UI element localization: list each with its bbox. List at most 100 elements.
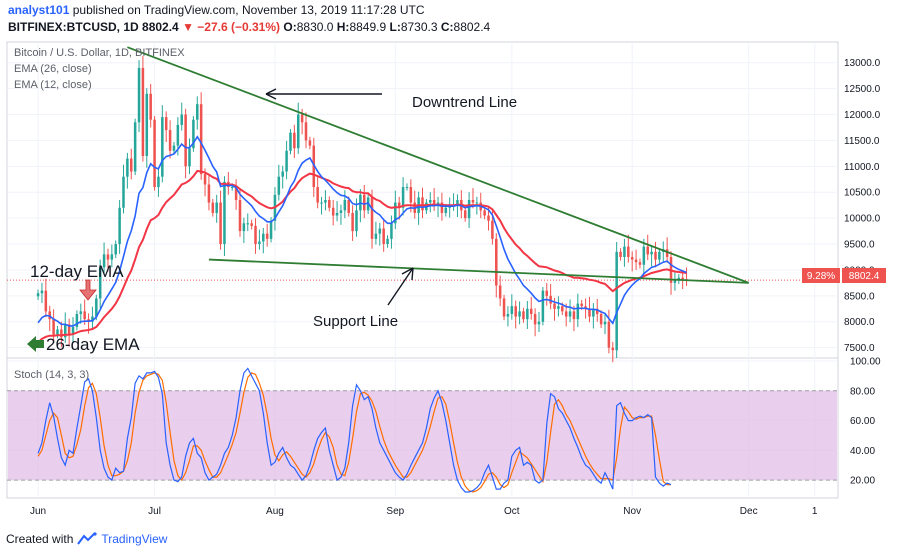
stoch-k-line <box>37 367 672 493</box>
candle-body <box>56 329 59 335</box>
candle-body <box>242 223 246 232</box>
candle-body <box>192 119 195 149</box>
candle <box>638 258 642 269</box>
price-axis[interactable]: 7500.08000.08500.09000.09500.010000.0105… <box>844 58 881 354</box>
high-value: 8849.9 <box>349 20 387 34</box>
close-label: C: <box>440 20 454 34</box>
candle-body <box>98 267 102 299</box>
candle <box>514 300 517 329</box>
candle <box>432 188 436 211</box>
candle-body <box>498 285 502 299</box>
publish-header: analyst101 published on TradingView.com,… <box>8 3 425 17</box>
candle <box>615 241 618 358</box>
stoch-tick-label: 100.00 <box>850 356 881 367</box>
candle <box>211 198 215 217</box>
candle-body <box>429 200 432 203</box>
candle <box>281 165 284 189</box>
candle <box>557 296 560 317</box>
candle-body <box>149 93 152 120</box>
time-tick-label: Dec <box>740 506 758 517</box>
candle <box>161 105 164 183</box>
ema12-line <box>37 135 687 327</box>
candle <box>331 200 335 226</box>
candle <box>324 190 327 211</box>
candle-body <box>207 184 211 203</box>
main-pane <box>6 41 839 359</box>
price-tick-label: 11500.0 <box>844 136 880 147</box>
price-tick-label: 11000.0 <box>844 162 880 173</box>
candle-body <box>409 187 413 203</box>
downtrend-line[interactable] <box>127 46 750 284</box>
candle <box>592 303 595 329</box>
legend-ema26: EMA (26, close) <box>14 63 92 75</box>
candle <box>277 164 281 201</box>
candle <box>370 189 374 249</box>
time-axis[interactable]: Jun Jul Aug Sep Oct Nov Dec 1 <box>30 506 818 517</box>
tradingview-brand[interactable]: TradingView <box>101 532 168 546</box>
down-arrow-icon <box>79 279 97 301</box>
last-price: 8802.4 <box>142 20 179 34</box>
candle <box>386 235 389 248</box>
candle-body <box>52 319 55 335</box>
time-tick-label: Aug <box>266 506 284 517</box>
candle-body <box>83 311 86 320</box>
candle-body <box>502 298 506 317</box>
candle-body <box>518 311 521 317</box>
candle <box>421 187 424 219</box>
candle-body <box>382 228 385 245</box>
candle <box>207 174 211 211</box>
candle <box>611 341 615 363</box>
candle-body <box>355 210 358 232</box>
candle-body <box>172 145 176 151</box>
candle <box>265 223 269 247</box>
candle-body <box>199 104 203 175</box>
candle-body <box>580 303 583 307</box>
candle-body <box>487 215 490 221</box>
candle <box>382 218 385 252</box>
candle-body <box>141 67 145 156</box>
legend-stoch: Stoch (14, 3, 3) <box>14 369 89 381</box>
candle <box>149 83 152 128</box>
candle <box>157 168 160 197</box>
candle-body <box>405 187 409 189</box>
candle-body <box>615 251 618 351</box>
candle-body <box>467 200 471 219</box>
candle-body <box>592 308 595 317</box>
candle <box>537 311 541 333</box>
candle <box>526 301 529 329</box>
candle-body <box>541 290 545 322</box>
candle-body <box>219 202 222 245</box>
time-tick-label: Jul <box>148 506 161 517</box>
candle <box>429 192 432 213</box>
candle <box>129 148 133 180</box>
candle-body <box>153 119 156 188</box>
candle <box>254 218 257 254</box>
candle <box>401 177 405 216</box>
ema26-line <box>37 169 687 344</box>
tradingview-logo-icon <box>77 532 97 545</box>
candle <box>599 310 603 328</box>
candle-body <box>95 298 98 317</box>
arrow-up-icon <box>401 267 414 281</box>
candle-body <box>506 313 510 317</box>
candle <box>262 227 265 254</box>
candle-body <box>258 241 261 245</box>
candle <box>164 111 168 142</box>
price-tick-label: 10000.0 <box>844 214 881 225</box>
percent-tag-text: 9.28% <box>807 271 835 282</box>
candle-body <box>397 202 401 208</box>
candle <box>533 308 537 337</box>
candle <box>642 238 646 275</box>
candle-body <box>215 202 218 213</box>
support-line[interactable] <box>208 258 749 284</box>
candle <box>529 296 533 320</box>
close-value: 8802.4 <box>453 20 491 34</box>
candle-body <box>390 223 393 239</box>
support-arrow <box>387 267 414 306</box>
price-tick-label: 8500.0 <box>844 291 875 302</box>
time-tick-label: Sep <box>386 506 404 517</box>
time-tick-label: Oct <box>504 506 520 517</box>
author-name[interactable]: analyst101 <box>8 3 70 17</box>
stoch-axis[interactable]: 20.00 40.00 60.00 80.00 100.00 <box>850 356 881 486</box>
